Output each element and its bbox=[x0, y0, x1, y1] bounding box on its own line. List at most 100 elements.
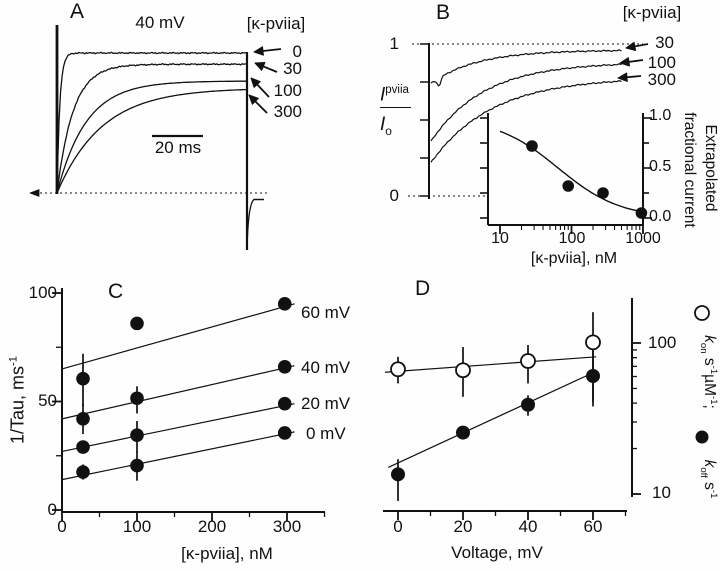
inset-data-point bbox=[562, 180, 575, 192]
trace-label-30: 30 bbox=[283, 59, 302, 78]
d-fit-line-kon bbox=[384, 356, 597, 373]
c-line-label-20mv: 20 mV bbox=[301, 394, 351, 413]
d-ytick-10: 10 bbox=[652, 483, 671, 502]
d-koff-point bbox=[586, 368, 600, 383]
inset-x-axis-label: [κ-pviia], nM bbox=[530, 250, 618, 267]
c-line-label-40mv: 40 mV bbox=[301, 358, 351, 377]
a-trace-0 bbox=[56, 51, 247, 166]
b-arrow-30-shaft bbox=[634, 43, 649, 48]
koff-sub: off bbox=[697, 467, 709, 478]
a-arrow-0-head bbox=[253, 46, 264, 56]
d-kon-point bbox=[585, 334, 601, 351]
d-legend-kon-label: kon s-1µM-1; bbox=[697, 335, 720, 409]
b-y-axis-ratio-label: Ipviia Io bbox=[380, 84, 411, 138]
panel-a-letter: A bbox=[70, 0, 85, 23]
c-xtick-200: 200 bbox=[197, 517, 227, 536]
b-ytick-0: 0 bbox=[389, 186, 399, 205]
b-arrow-30-head bbox=[625, 41, 637, 51]
a-arrow-30-shaft bbox=[262, 65, 278, 73]
kon-semicolon: ; bbox=[701, 404, 719, 409]
c-data-point-20mV bbox=[76, 440, 90, 454]
koff-unit-s: s bbox=[701, 477, 719, 490]
kon-sub: on bbox=[697, 342, 709, 354]
d-kon-point bbox=[455, 362, 471, 379]
c-data-point-60mV bbox=[76, 371, 90, 386]
d-x-axis-label: Voltage, mV bbox=[451, 543, 543, 562]
b-arrow-300-shaft bbox=[626, 75, 642, 79]
inset-data-point bbox=[597, 187, 609, 199]
d-koff-point bbox=[391, 467, 405, 482]
c-data-point-0mV bbox=[277, 426, 292, 440]
ratio-den-i: I bbox=[380, 114, 386, 136]
b-trace-label-30: 30 bbox=[655, 33, 674, 52]
b-trace-30 bbox=[430, 49, 622, 87]
b-ytick-1: 1 bbox=[389, 34, 399, 53]
c-fit-line-60mV bbox=[61, 303, 295, 370]
c-xtick-0: 0 bbox=[57, 517, 67, 536]
c-data-point-20mV bbox=[130, 428, 144, 442]
trace-label-300: 300 bbox=[273, 102, 302, 121]
inset-xtick-1000: 1000 bbox=[625, 230, 661, 247]
a-arrow-100-shaft bbox=[256, 83, 270, 98]
b-trace-label-100: 100 bbox=[647, 53, 676, 72]
inset-ytick-0.5: 0.5 bbox=[649, 158, 672, 175]
koff-exp1: -1 bbox=[708, 489, 720, 499]
inset-xtick-100: 100 bbox=[558, 230, 586, 247]
kon-exp1: -1 bbox=[708, 365, 720, 375]
koff-k: k bbox=[701, 459, 719, 468]
c-fit-line-0mV bbox=[61, 431, 295, 481]
c-xtick-300: 300 bbox=[272, 517, 302, 536]
d-xtick-40: 40 bbox=[518, 517, 538, 536]
c-line-label-0mv: 0 mV bbox=[306, 424, 346, 443]
kon-k: k bbox=[701, 335, 719, 343]
d-xtick-0: 0 bbox=[393, 517, 403, 536]
c-fit-line-40mV bbox=[61, 365, 295, 420]
c-data-point-0mV bbox=[76, 465, 90, 479]
a-arrow-100-head bbox=[250, 77, 261, 88]
c-data-point-60mV bbox=[130, 316, 144, 331]
a-baseline-arrowhead bbox=[29, 189, 40, 197]
c-xtick-100: 100 bbox=[122, 517, 152, 536]
a-arrow-30-head bbox=[254, 62, 266, 71]
c-data-point-0mV bbox=[130, 458, 144, 473]
inset-xtick-10: 10 bbox=[491, 230, 509, 247]
panel-d-letter: D bbox=[415, 277, 431, 300]
kon-unit-s: s bbox=[701, 353, 719, 366]
c-ytick-0: 0 bbox=[47, 500, 57, 519]
c-x-axis-label: [κ-pviia], nM bbox=[181, 544, 273, 563]
d-ytick-100: 100 bbox=[648, 333, 677, 352]
b-trace-100 bbox=[430, 63, 622, 142]
c-data-point-20mV bbox=[277, 396, 292, 411]
trace-label-0: 0 bbox=[292, 42, 302, 61]
ratio-num-i: I bbox=[380, 84, 386, 106]
panel-b-conc-header: [κ-pviia] bbox=[622, 3, 682, 22]
c-ytick-100: 100 bbox=[28, 283, 57, 302]
c-y-axis-label-sup: -1 bbox=[7, 356, 20, 366]
ratio-num-sup: pviia bbox=[385, 84, 409, 96]
d-koff-point bbox=[456, 425, 470, 440]
c-line-label-60mv: 60 mV bbox=[301, 303, 351, 322]
d-legend-koff-label: koff s-1 bbox=[697, 459, 720, 499]
legend-kon-marker bbox=[694, 305, 710, 321]
inset-data-point bbox=[635, 207, 648, 219]
ratio-numerator: Ipviia bbox=[380, 84, 411, 109]
legend-koff-marker bbox=[695, 430, 709, 444]
inset-data-point bbox=[526, 140, 538, 152]
a-arrow-300-head bbox=[248, 94, 259, 105]
scale-bar-label: 20 ms bbox=[154, 138, 202, 157]
inset-ytick-1.0: 1.0 bbox=[649, 107, 672, 124]
a-tail-current bbox=[246, 198, 264, 251]
a-arrow-300-shaft bbox=[254, 100, 268, 114]
c-y-axis-label: 1/Tau, ms-1 bbox=[7, 356, 28, 444]
inset-y-axis-label-line2: fractional current bbox=[681, 112, 699, 228]
trace-label-100: 100 bbox=[273, 81, 302, 100]
d-kon-point bbox=[390, 361, 406, 378]
b-arrow-300-head bbox=[617, 72, 628, 82]
a-trace-300 bbox=[57, 88, 247, 192]
inset-ytick-0.0: 0.0 bbox=[649, 208, 672, 225]
c-y-axis-label-text: 1/Tau, ms bbox=[7, 365, 28, 444]
inset-y-axis-label-line1: Extrapolated bbox=[702, 124, 720, 212]
a-arrow-0-shaft bbox=[262, 48, 282, 52]
d-kon-point bbox=[520, 353, 536, 369]
